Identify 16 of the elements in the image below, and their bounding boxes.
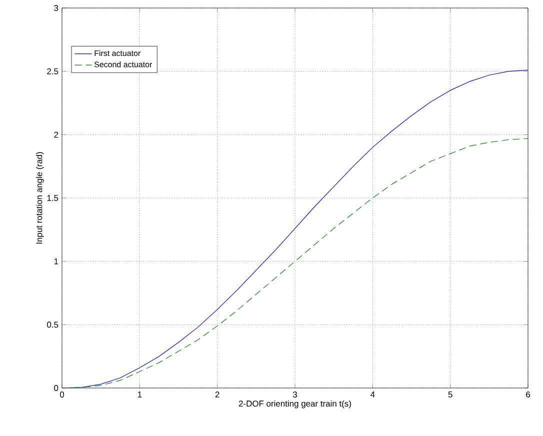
x-tick-label: 6 bbox=[526, 392, 530, 398]
x-tick-label: 0 bbox=[60, 392, 64, 398]
x-tick-label: 3 bbox=[292, 392, 297, 398]
x-tick-label: 2 bbox=[215, 392, 220, 398]
y-axis-title: Input rotation angle (rad) bbox=[36, 152, 44, 244]
y-tick-label: 1.5 bbox=[47, 195, 58, 201]
y-tick-label: 0 bbox=[54, 385, 58, 391]
x-axis-title: 2-DOF orienting gear train t(s) bbox=[238, 400, 351, 408]
y-tick-label: 3 bbox=[54, 5, 58, 11]
y-tick-label: 2 bbox=[54, 132, 58, 138]
y-tick-label: 1 bbox=[54, 258, 58, 264]
y-tick-label: 0.5 bbox=[47, 322, 58, 328]
x-tick-label: 1 bbox=[138, 392, 142, 398]
x-tick-label: 4 bbox=[370, 392, 375, 398]
x-tick-label: 5 bbox=[448, 392, 452, 398]
y-tick-label: 2.5 bbox=[47, 68, 58, 74]
